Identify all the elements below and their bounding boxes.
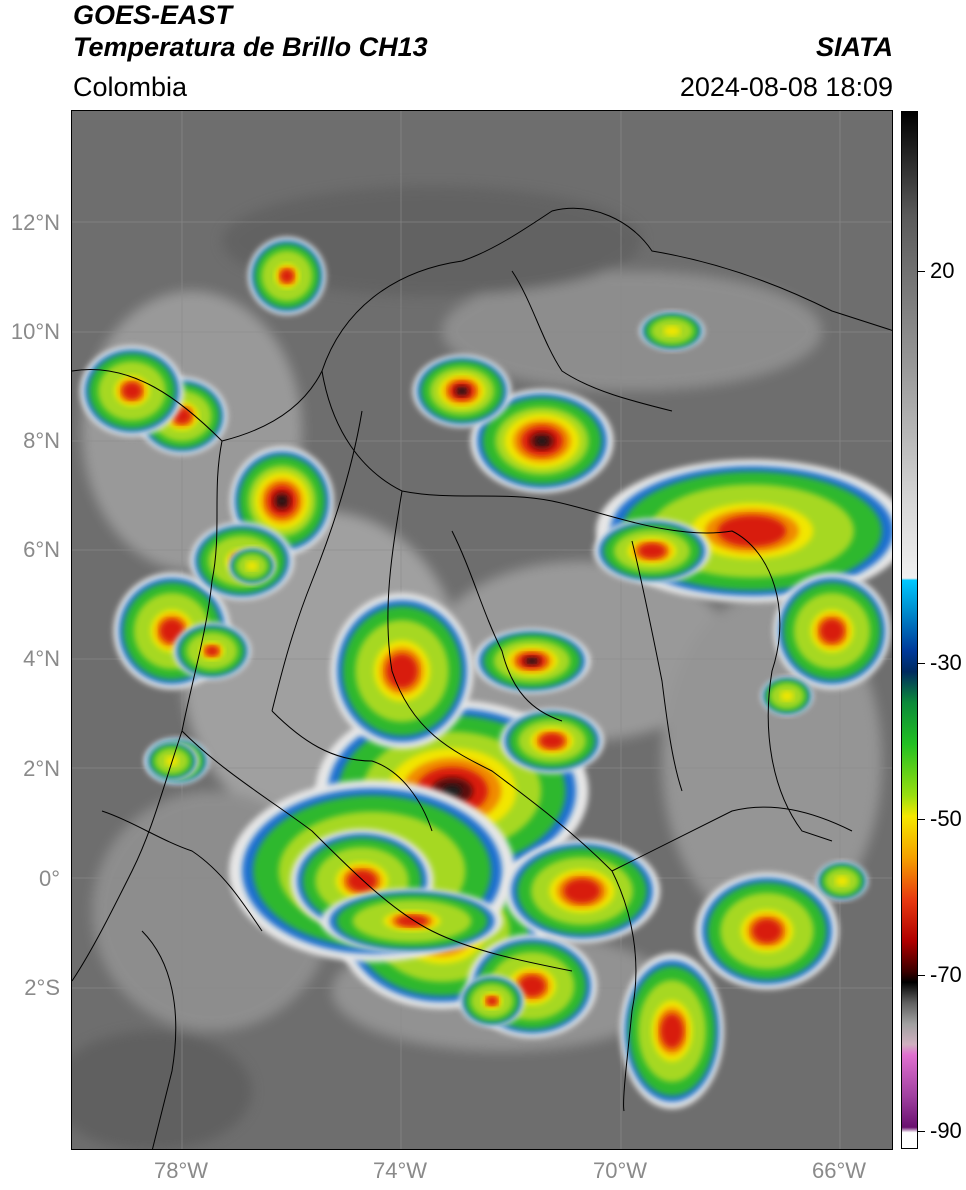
colorbar-tick (918, 271, 925, 272)
colorbar-label-minus90: -90 (930, 1118, 962, 1143)
convective-storms (80, 237, 892, 1109)
storm-cell (160, 619, 184, 643)
colorbar-tick (918, 975, 925, 976)
storm-cell (717, 515, 787, 547)
storm-cell (528, 658, 536, 664)
lon-label-70w: 70°W (592, 1158, 648, 1183)
colorbar-label-20: 20 (930, 258, 955, 283)
satellite-title: GOES-EAST (73, 0, 233, 30)
storm-cell (563, 878, 601, 904)
lat-label-0: 0° (38, 866, 60, 891)
lat-label-2n: 2°N (23, 756, 60, 781)
colorbar-label-minus30: -30 (930, 650, 962, 675)
colorbar-label-minus50: -50 (930, 806, 962, 831)
lat-label-8n: 8°N (23, 428, 60, 453)
storm-cell (205, 645, 219, 657)
storm-cell (835, 875, 849, 887)
storm-cell (518, 975, 546, 997)
storm-cell (660, 1013, 684, 1049)
lon-label-78w: 78°W (153, 1158, 209, 1183)
lat-label-10n: 10°N (10, 319, 60, 344)
storm-cell (458, 388, 466, 394)
storm-cell (278, 496, 286, 506)
storm-cell (536, 437, 548, 445)
colorbar-tick (918, 819, 925, 820)
colorbar-label-minus70: -70 (930, 962, 962, 987)
storm-cell (663, 325, 681, 337)
storm-cell (396, 915, 428, 927)
lat-label-4n: 4°N (23, 646, 60, 671)
agency-label: SIATA (816, 32, 893, 62)
lat-label-12n: 12°N (10, 210, 60, 235)
storm-cell (386, 653, 418, 689)
datetime-label: 2024-08-08 18:09 (679, 72, 893, 102)
storm-cell (486, 996, 498, 1006)
lon-label-74w: 74°W (372, 1158, 428, 1183)
storm-cell (539, 733, 565, 749)
coastlines-borders (72, 207, 892, 1149)
map-canvas (72, 111, 892, 1149)
storm-cell (780, 690, 794, 702)
storm-cell (245, 561, 259, 571)
satellite-map[interactable] (71, 110, 893, 1150)
storm-cell (752, 919, 782, 943)
lat-label-2s: 2°S (24, 975, 60, 1000)
colorbar-tick (918, 1131, 925, 1132)
lat-label-6n: 6°N (23, 537, 60, 562)
storm-cell (820, 619, 844, 643)
storm-cell (638, 543, 666, 559)
region-label: Colombia (73, 72, 188, 102)
lon-label-66w: 66°W (811, 1158, 867, 1183)
storm-cell (280, 269, 294, 283)
temperature-colorbar (901, 111, 918, 1149)
product-title: Temperatura de Brillo CH13 (73, 32, 428, 62)
storm-cell (122, 382, 142, 400)
colorbar-tick (918, 663, 925, 664)
